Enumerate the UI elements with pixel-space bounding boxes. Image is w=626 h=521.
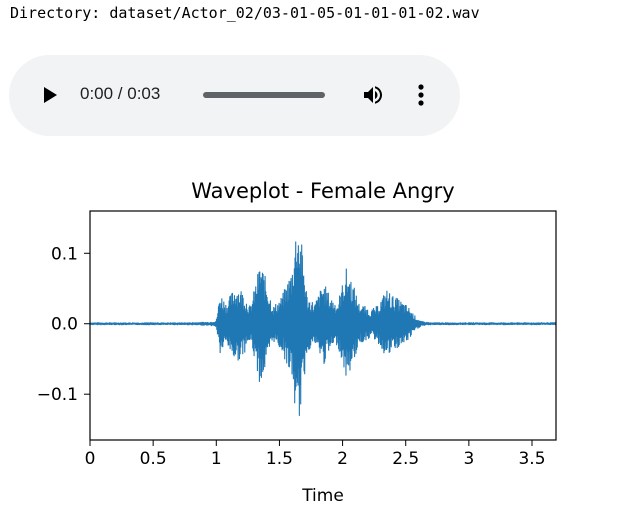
volume-icon — [364, 86, 382, 104]
volume-button[interactable] — [359, 81, 387, 109]
chart-title: Waveplot - Female Angry — [191, 179, 454, 203]
play-icon — [44, 87, 57, 103]
progress-slider[interactable] — [203, 92, 325, 98]
y-tick-label: 0.0 — [51, 315, 78, 335]
x-tick-label: 3 — [463, 449, 474, 469]
play-button[interactable] — [35, 80, 65, 110]
time-display: 0:00 / 0:03 — [80, 84, 161, 103]
more-vert-icon — [418, 84, 424, 106]
x-tick-label: 2.5 — [392, 449, 419, 469]
more-options-button[interactable] — [409, 79, 433, 111]
x-tick-label: 0.5 — [140, 449, 167, 469]
axes-frame — [89, 210, 557, 441]
waveplot-figure: Waveplot - Female Angry 0 0.5 1 1.5 2 2.5 3 3.5… — [0, 160, 626, 516]
x-tick-label: 1.5 — [266, 449, 293, 469]
x-axis-label: Time — [301, 486, 344, 506]
x-tick-label: 2 — [337, 449, 348, 469]
y-tick-label: −0.1 — [37, 385, 78, 405]
waveplot-chart: Waveplot - Female Angry 0 0.5 1 1.5 2 2.5 3 3.5… — [37, 179, 557, 506]
directory-label: Directory: dataset/Actor_02/03-01-05-01-… — [10, 4, 480, 22]
x-tick-label: 0 — [85, 449, 96, 469]
audio-player: 0:00 / 0:03 — [9, 55, 460, 136]
y-tick-label: 0.1 — [51, 244, 78, 264]
x-tick-label: 1 — [211, 449, 222, 469]
x-tick-label: 3.5 — [518, 449, 545, 469]
waveform-line — [89, 241, 557, 416]
